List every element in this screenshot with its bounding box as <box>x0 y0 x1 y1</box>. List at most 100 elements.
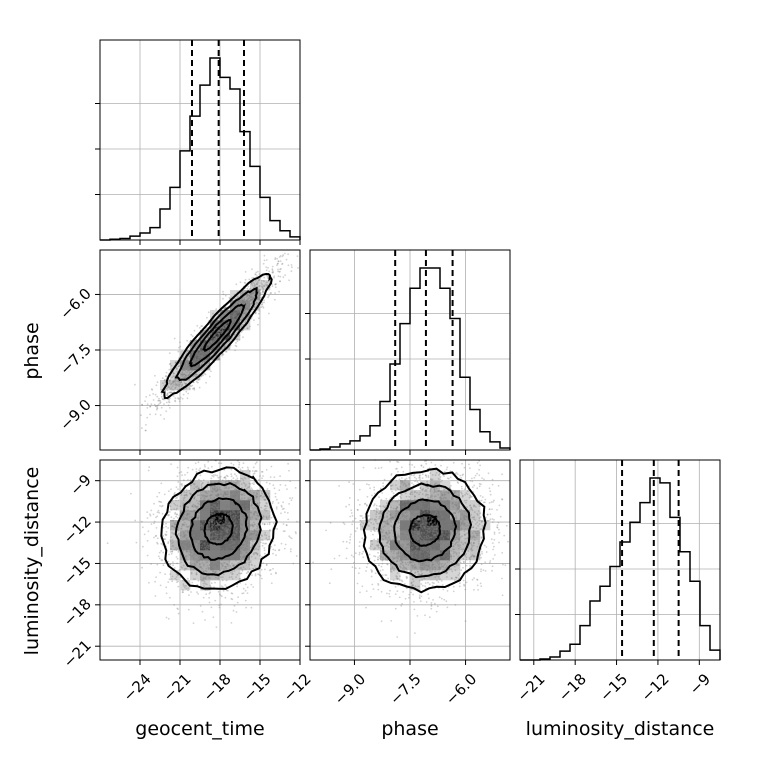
scatter-point <box>211 535 214 538</box>
scatter-point <box>214 337 217 339</box>
scatter-point <box>266 539 269 541</box>
scatter-point <box>233 314 236 316</box>
scatter-point <box>208 342 211 345</box>
scatter-point <box>174 378 177 380</box>
scatter-point <box>200 333 202 336</box>
scatter-point <box>230 576 233 578</box>
scatter-point <box>217 590 220 593</box>
scatter-point <box>224 326 227 329</box>
scatter-point <box>216 508 218 511</box>
scatter-point <box>274 257 277 259</box>
scatter-point <box>272 567 274 570</box>
scatter-point <box>183 543 186 546</box>
scatter-point <box>276 498 278 501</box>
density-cell <box>200 580 211 591</box>
scatter-point <box>228 296 231 299</box>
scatter-point <box>192 367 195 370</box>
scatter-point <box>233 533 236 536</box>
scatter-point <box>187 466 190 469</box>
scatter-point <box>165 387 168 390</box>
scatter-point <box>248 521 251 524</box>
scatter-point <box>186 361 189 364</box>
scatter-point <box>183 524 186 527</box>
scatter-point <box>195 354 198 357</box>
scatter-point <box>182 589 184 592</box>
scatter-point <box>227 316 229 318</box>
scatter-point <box>263 508 266 511</box>
scatter-point <box>217 332 220 335</box>
scatter-point <box>244 307 247 310</box>
scatter-point <box>243 309 246 312</box>
scatter-point <box>235 317 238 320</box>
scatter-point <box>260 494 262 497</box>
scatter-point <box>218 333 221 335</box>
density-cell <box>450 490 461 501</box>
scatter-point <box>223 325 226 327</box>
scatter-point <box>208 601 211 604</box>
scatter-point <box>278 256 281 258</box>
scatter-point <box>248 486 250 489</box>
scatter-point <box>237 539 240 541</box>
scatter-point <box>247 294 250 297</box>
scatter-point <box>185 390 188 393</box>
scatter-point <box>218 333 221 335</box>
scatter-point <box>176 504 179 507</box>
scatter-point <box>284 252 286 255</box>
scatter-point <box>189 562 192 564</box>
scatter-point <box>246 305 249 308</box>
scatter-point <box>234 319 236 321</box>
scatter-point <box>231 320 234 322</box>
scatter-point <box>156 408 158 411</box>
scatter-point <box>199 538 202 541</box>
scatter-point <box>244 485 247 487</box>
density-cell <box>190 480 201 491</box>
scatter-point <box>223 568 225 570</box>
scatter-point <box>249 483 252 485</box>
scatter-point <box>213 507 215 509</box>
scatter-point <box>231 562 234 565</box>
scatter-point <box>262 279 265 282</box>
scatter-point <box>218 334 221 337</box>
scatter-point <box>168 368 171 371</box>
density-cell <box>410 560 421 571</box>
scatter-point <box>215 570 218 573</box>
scatter-point <box>225 324 228 327</box>
scatter-point <box>189 355 191 358</box>
scatter-point <box>182 369 185 372</box>
scatter-point <box>222 573 225 576</box>
scatter-point <box>174 397 177 399</box>
scatter-point <box>242 301 244 303</box>
scatter-point <box>180 532 182 534</box>
scatter-point <box>175 380 177 382</box>
scatter-point <box>263 547 266 549</box>
scatter-point <box>201 562 204 564</box>
scatter-point <box>235 576 238 579</box>
scatter-point <box>225 350 228 353</box>
scatter-point <box>260 506 263 509</box>
scatter-point <box>182 393 185 396</box>
scatter-point <box>247 297 250 300</box>
scatter-point <box>194 355 196 358</box>
density-cell <box>430 470 441 481</box>
scatter-point <box>134 383 136 386</box>
scatter-point <box>187 370 190 372</box>
scatter-point <box>257 526 259 529</box>
scatter-point <box>190 510 193 513</box>
scatter-point <box>183 367 186 369</box>
scatter-point <box>194 367 197 370</box>
scatter-point <box>156 542 159 545</box>
scatter-point <box>170 508 173 511</box>
scatter-point <box>242 301 244 304</box>
scatter-point <box>191 468 194 471</box>
scatter-point <box>277 262 279 265</box>
scatter-point <box>251 277 254 279</box>
scatter-point <box>177 383 180 385</box>
scatter-point <box>169 391 171 394</box>
scatter-point <box>256 283 258 285</box>
scatter-point <box>288 469 290 472</box>
scatter-point <box>250 302 253 305</box>
scatter-point <box>181 383 184 386</box>
density-cell <box>390 510 401 521</box>
scatter-point <box>206 358 208 361</box>
scatter-point <box>200 541 203 543</box>
